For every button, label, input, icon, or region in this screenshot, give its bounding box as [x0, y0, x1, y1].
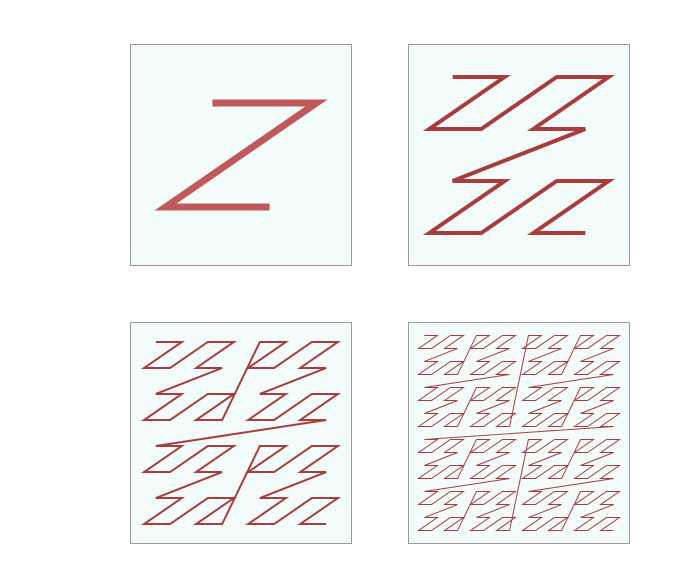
z-curve-path-order-4 — [416, 334, 622, 532]
z-curve-order-1 — [154, 99, 328, 211]
z-curve-path-order-1 — [154, 99, 328, 211]
z-curve-order-2-panel — [408, 44, 630, 266]
z-curve-order-4-panel — [408, 322, 630, 544]
z-curve-order-1-panel — [130, 44, 352, 266]
z-curve-order-4 — [416, 334, 622, 532]
z-curve-path-order-3 — [140, 340, 342, 526]
z-curve-order-2 — [422, 74, 616, 236]
z-curve-path-order-2 — [422, 74, 616, 236]
z-curve-order-3-panel — [130, 322, 352, 544]
z-curve-order-3 — [140, 340, 342, 526]
